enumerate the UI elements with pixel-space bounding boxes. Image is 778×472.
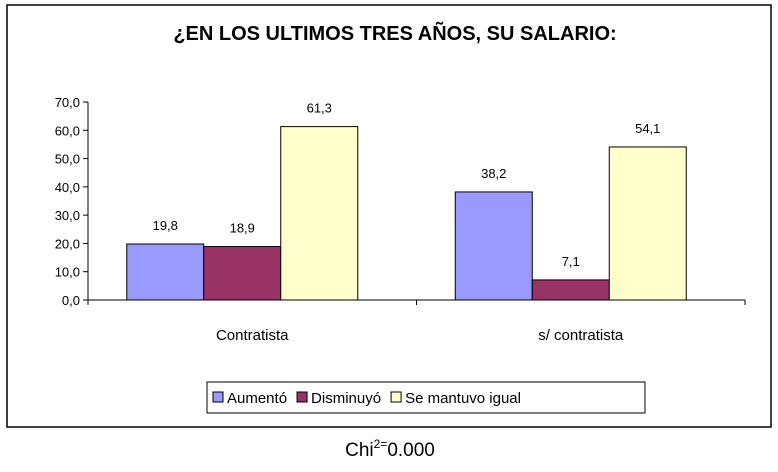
caption-sup: 2= bbox=[374, 437, 388, 451]
bar bbox=[203, 246, 282, 301]
y-tick-label: 0,0 bbox=[62, 293, 80, 308]
caption-base: Chi bbox=[345, 440, 374, 461]
y-tick-label: 60,0 bbox=[55, 123, 80, 138]
bar bbox=[531, 279, 610, 301]
value-label: 7,1 bbox=[562, 254, 580, 269]
y-tick-label: 20,0 bbox=[55, 236, 80, 251]
legend-swatch bbox=[212, 391, 224, 403]
legend-label: Aumentó bbox=[227, 390, 287, 407]
bar bbox=[280, 126, 359, 301]
bar bbox=[608, 146, 687, 301]
legend-label: Disminuyó bbox=[311, 390, 381, 407]
value-label: 54,1 bbox=[635, 121, 660, 136]
value-label: 38,2 bbox=[481, 166, 506, 181]
legend-box bbox=[206, 381, 646, 414]
legend-swatch bbox=[296, 391, 308, 403]
y-tick-label: 50,0 bbox=[55, 152, 80, 167]
x-tick-label: s/ contratista bbox=[538, 327, 624, 344]
caption-rest: 0.000 bbox=[387, 440, 435, 461]
y-tick-label: 10,0 bbox=[55, 265, 80, 280]
value-label: 19,8 bbox=[153, 218, 178, 233]
value-label: 61,3 bbox=[307, 101, 332, 116]
y-tick-label: 40,0 bbox=[55, 180, 80, 195]
legend-swatch bbox=[390, 391, 402, 403]
bar bbox=[126, 243, 205, 301]
legend-label: Se mantuvo igual bbox=[405, 390, 521, 407]
caption: Chi2=0.000 bbox=[345, 437, 435, 461]
chart-title: ¿EN LOS ULTIMOS TRES AÑOS, SU SALARIO: bbox=[173, 22, 616, 45]
y-tick-label: 30,0 bbox=[55, 208, 80, 223]
y-tick-label: 70,0 bbox=[55, 95, 80, 110]
x-tick-label: Contratista bbox=[216, 327, 289, 344]
bar bbox=[454, 191, 533, 301]
value-label: 18,9 bbox=[230, 221, 255, 236]
